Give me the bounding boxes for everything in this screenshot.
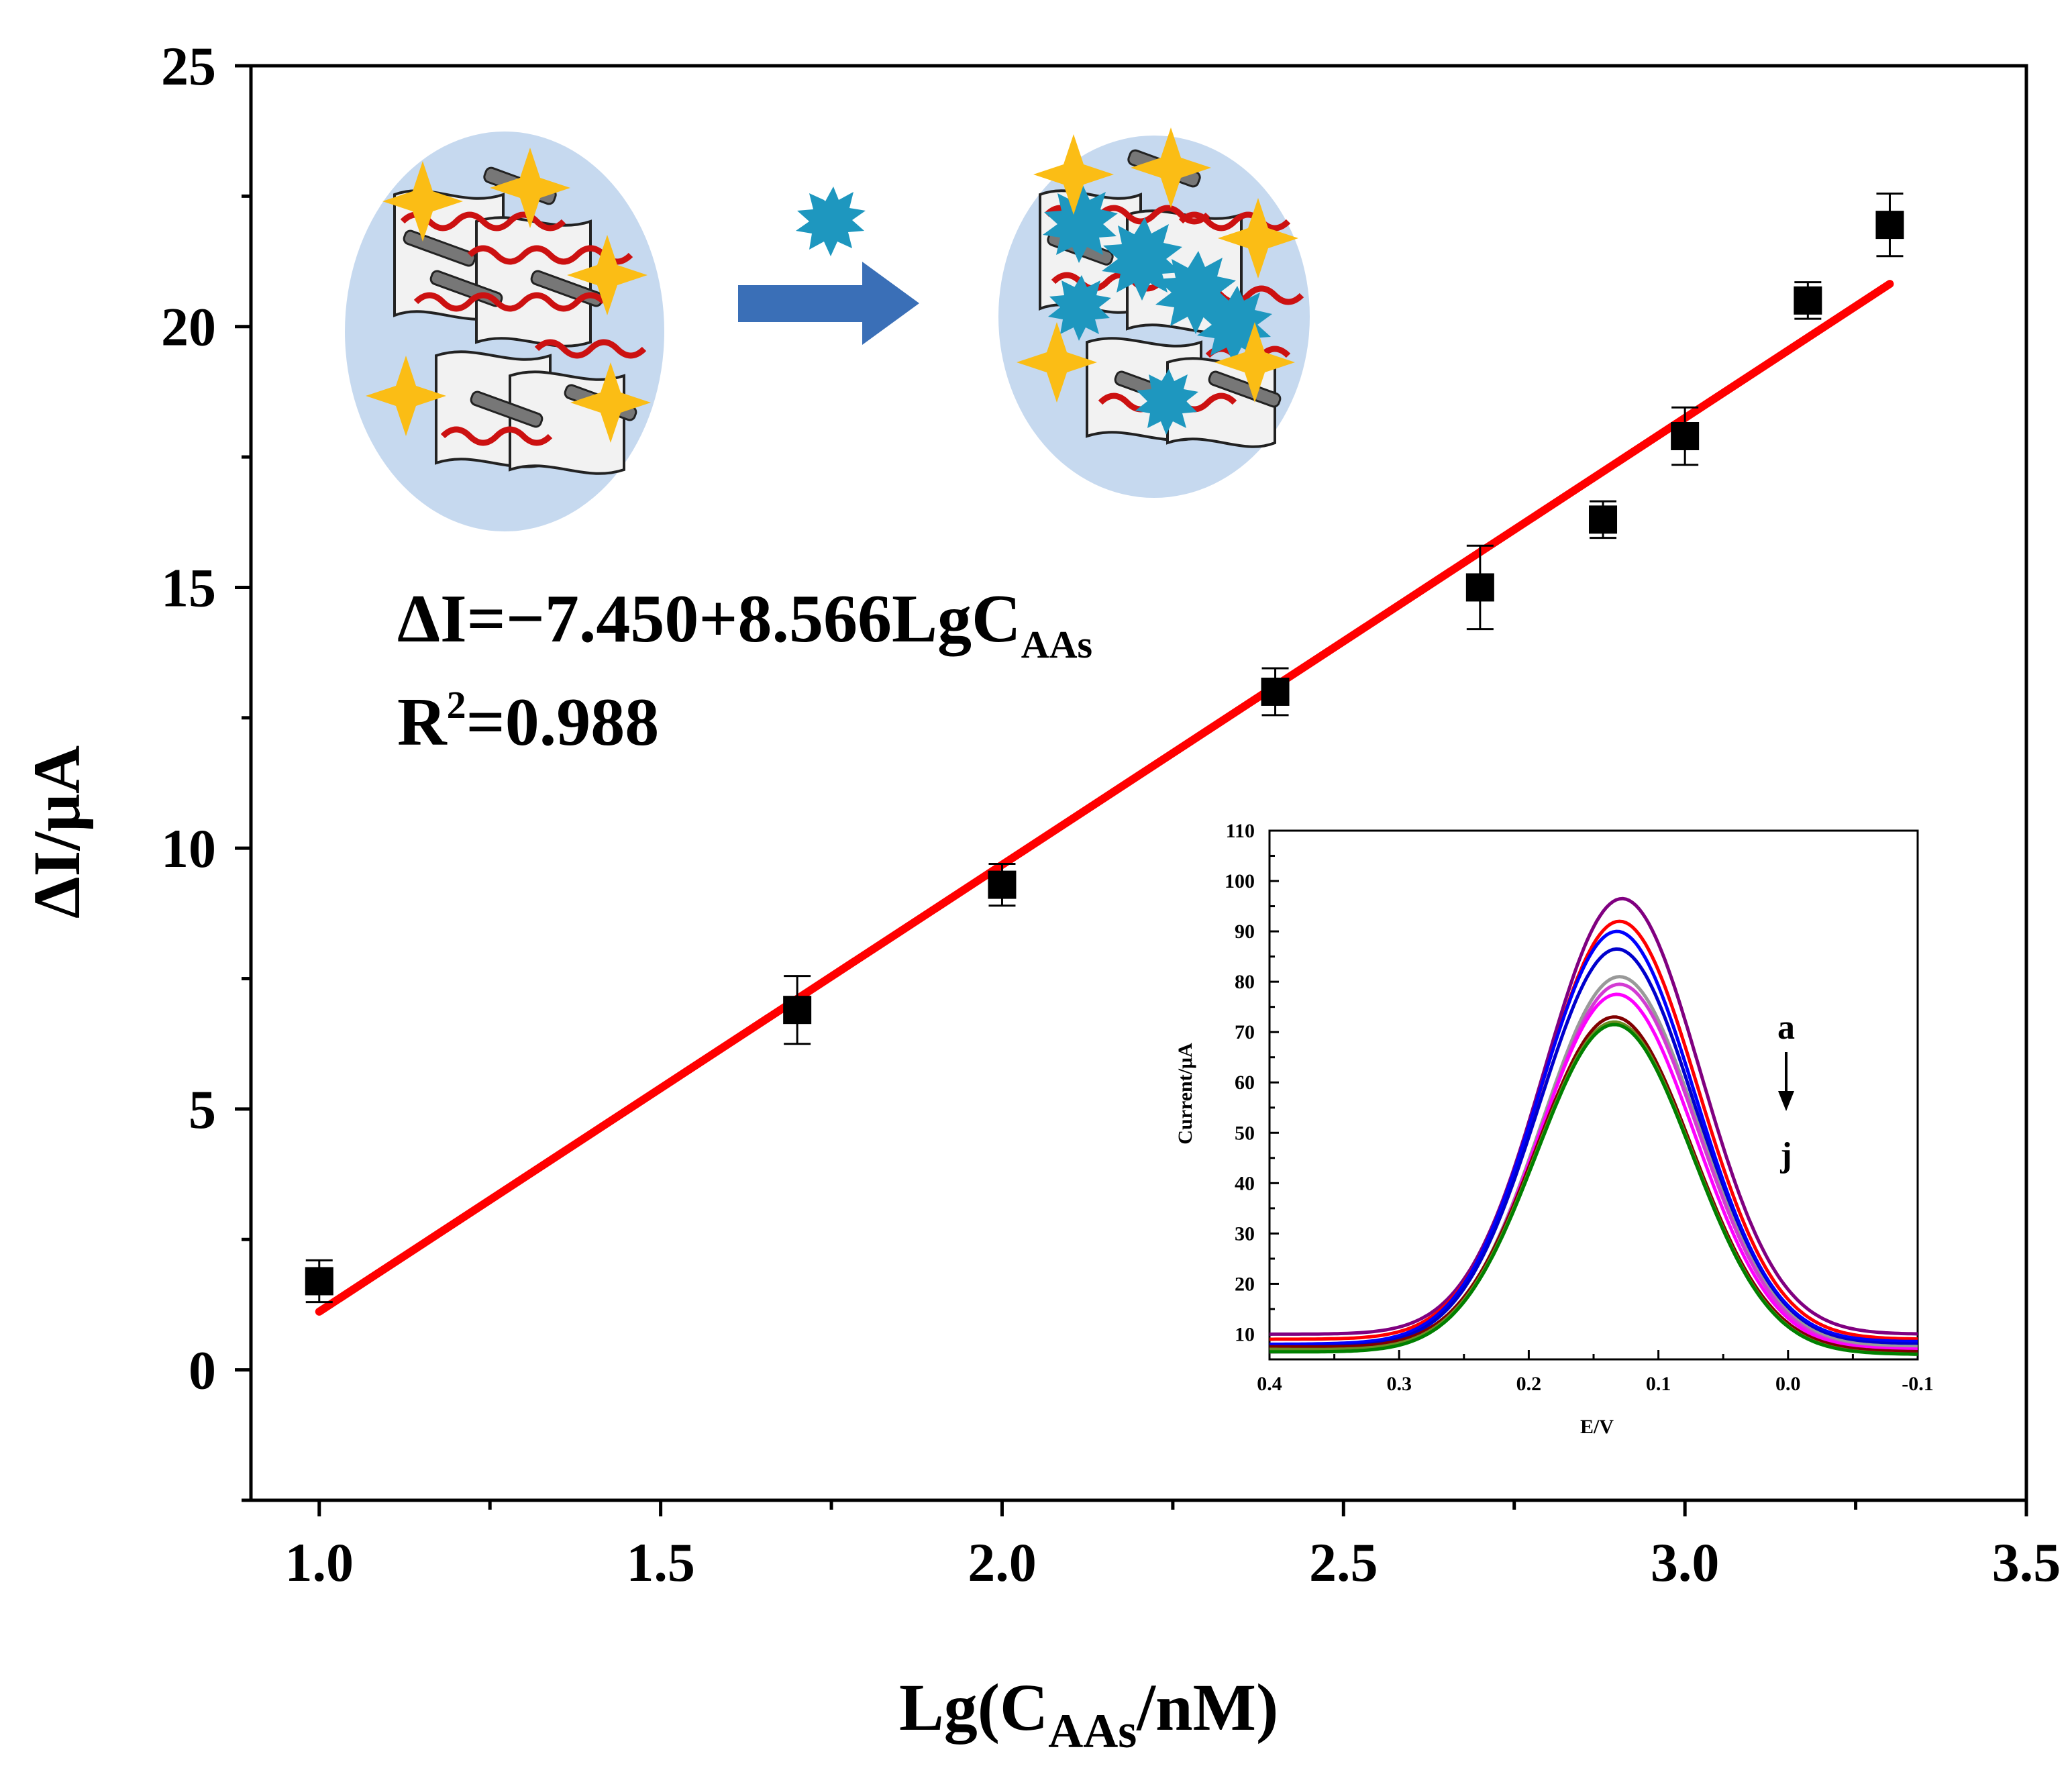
y-tick-label: 25 xyxy=(161,36,216,97)
x-tick-label: 3.5 xyxy=(1992,1532,2061,1593)
inset-y-tick-label: 90 xyxy=(1235,921,1255,943)
inset-curve xyxy=(1269,896,1918,1336)
inset-annotation-top: a xyxy=(1777,1008,1795,1047)
data-point xyxy=(305,1259,333,1304)
data-point xyxy=(1465,544,1494,631)
point-marker xyxy=(1465,573,1494,602)
x-tick-label: 1.5 xyxy=(626,1532,695,1593)
y-tick-label: 10 xyxy=(161,818,216,879)
x-axis-label: Lg(CAAs/nM) xyxy=(899,1670,1278,1758)
inset-y-tick-label: 10 xyxy=(1235,1323,1255,1345)
inset-frame xyxy=(1268,829,1919,1361)
data-point xyxy=(1261,667,1290,717)
data-point xyxy=(1589,500,1618,539)
inset-x-tick-label: 0.2 xyxy=(1516,1373,1542,1395)
data-point xyxy=(1671,406,1700,466)
inset-x-tick-label: 0.0 xyxy=(1775,1373,1801,1395)
inset-y-tick-label: 20 xyxy=(1235,1273,1255,1295)
data-points-layer xyxy=(305,192,1904,1304)
inset-x-tick-label: 0.3 xyxy=(1386,1373,1412,1395)
inset-y-tick-label: 40 xyxy=(1235,1172,1255,1194)
inset-y-tick-label: 50 xyxy=(1235,1122,1255,1144)
inset-axis-ticks: 0.4 0.3 0.2 0.1 0.0 -0.1 10 20 30 40 50 60 70 80 90 100… xyxy=(1225,820,1934,1395)
inset-x-tick-label: 0.4 xyxy=(1257,1373,1282,1395)
point-marker xyxy=(1794,286,1822,315)
inset-x-tick-label: -0.1 xyxy=(1902,1373,1934,1395)
fit-line-layer xyxy=(315,280,1894,1316)
inset-y-tick-label: 80 xyxy=(1235,971,1255,993)
point-marker xyxy=(1875,211,1904,240)
main-plot-frame xyxy=(249,64,2028,1502)
x-tick-label: 2.5 xyxy=(1309,1532,1378,1593)
fit-equation: ΔI=−7.450+8.566LgCAAs xyxy=(397,581,1092,666)
data-point xyxy=(988,863,1017,907)
main-axis-ticks: 1.0 1.5 2.0 2.5 3.0 3.5 0 5 10 15 20 25 xyxy=(161,36,2061,1593)
point-marker xyxy=(1671,421,1700,450)
inset-y-axis-label: Current/μA xyxy=(1174,1043,1196,1145)
point-marker xyxy=(1261,677,1290,706)
inset-curve xyxy=(1270,1023,1918,1356)
inset-curve xyxy=(1270,919,1918,1341)
inset-y-tick-label: 100 xyxy=(1225,870,1255,892)
down-arrow-icon xyxy=(1778,1091,1794,1111)
x-tick-label: 3.0 xyxy=(1651,1532,1720,1593)
point-marker xyxy=(783,996,812,1025)
inset-curves xyxy=(1269,896,1918,1356)
inset-curve xyxy=(1270,1015,1918,1353)
y-tick-label: 0 xyxy=(189,1340,216,1401)
inset-y-tick-label: 30 xyxy=(1235,1223,1255,1245)
inset-x-axis-label: E/V xyxy=(1580,1416,1614,1438)
y-axis-label: ΔI/μA xyxy=(19,745,94,919)
inset-y-tick-label: 110 xyxy=(1226,820,1255,842)
point-marker xyxy=(305,1267,333,1296)
inset-y-tick-label: 60 xyxy=(1235,1072,1255,1094)
nanocomposite-after-icon xyxy=(998,127,1310,498)
inset-y-tick-label: 70 xyxy=(1235,1021,1255,1043)
data-point xyxy=(1794,281,1822,320)
fit-line xyxy=(315,280,1894,1316)
y-tick-label: 5 xyxy=(189,1079,216,1140)
point-marker xyxy=(1589,505,1618,534)
inset-x-tick-label: 0.1 xyxy=(1646,1373,1671,1395)
point-marker xyxy=(988,870,1017,899)
inset-curve xyxy=(1269,929,1918,1346)
inset-voltammogram: 0.4 0.3 0.2 0.1 0.0 -0.1 10 20 30 40 50 60 70 80 90 100… xyxy=(1174,820,1934,1438)
right-arrow-icon xyxy=(738,262,919,345)
nanocomposite-before-icon xyxy=(345,132,664,531)
inset-annotation-bottom: j xyxy=(1779,1136,1792,1174)
x-tick-label: 1.0 xyxy=(285,1532,354,1593)
x-tick-label: 2.0 xyxy=(968,1532,1037,1593)
scheme-illustration xyxy=(345,127,1310,531)
data-point xyxy=(1875,192,1904,258)
fit-r-squared: R2=0.988 xyxy=(397,683,659,760)
data-point xyxy=(783,975,812,1045)
y-tick-label: 15 xyxy=(161,557,216,618)
target-molecule-icon xyxy=(796,187,866,256)
y-tick-label: 20 xyxy=(161,297,216,358)
